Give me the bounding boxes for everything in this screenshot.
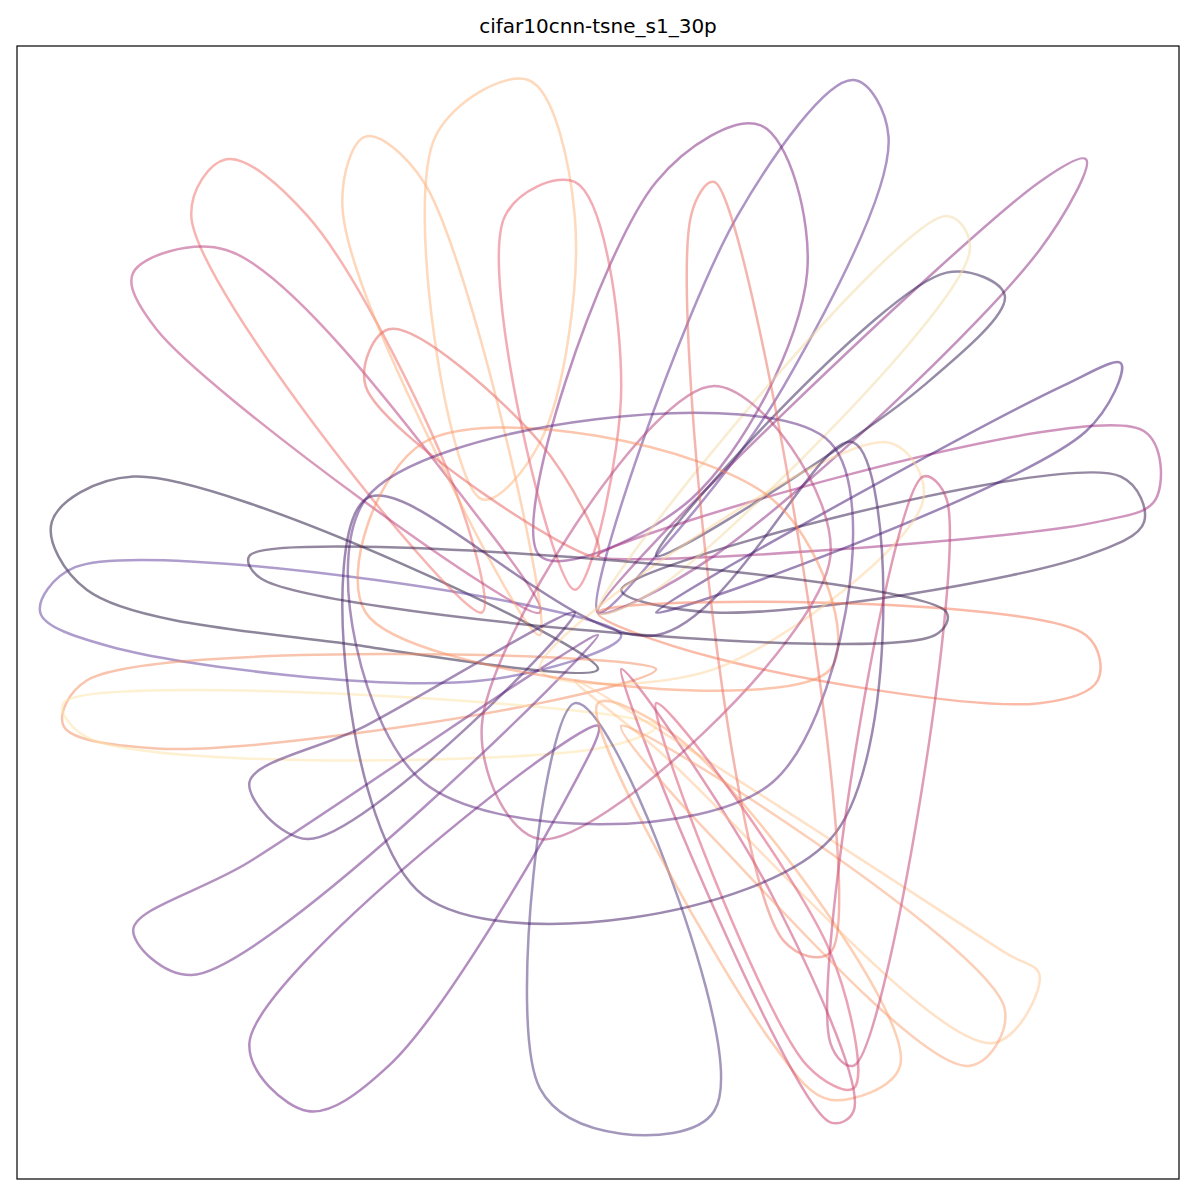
trajectory-loop — [596, 701, 901, 1100]
trajectory-loop — [40, 560, 621, 683]
trajectory-loop — [482, 386, 831, 840]
trajectory-loop — [598, 158, 1087, 613]
trajectory-loop — [62, 654, 656, 749]
trajectory-loop — [540, 442, 924, 684]
trajectory-loop — [191, 159, 485, 613]
trajectory-loop — [342, 136, 541, 635]
trajectory-loop — [249, 612, 575, 839]
trajectory-loop — [131, 247, 540, 613]
trajectory-loop — [621, 669, 855, 1123]
plot-frame — [17, 46, 1179, 1179]
plot-area — [40, 79, 1161, 1136]
trajectory-loop — [364, 329, 599, 557]
trajectory-loop — [248, 547, 948, 644]
trajectory-loop — [348, 413, 853, 824]
chart-svg: cifar10cnn-tsne_s1_30p — [0, 0, 1196, 1196]
trajectory-loop — [598, 425, 1161, 559]
trajectory-loop — [621, 725, 1005, 1065]
chart-title: cifar10cnn-tsne_s1_30p — [479, 14, 717, 38]
trajectory-loop — [827, 476, 950, 1066]
trajectory-loop — [499, 180, 621, 590]
